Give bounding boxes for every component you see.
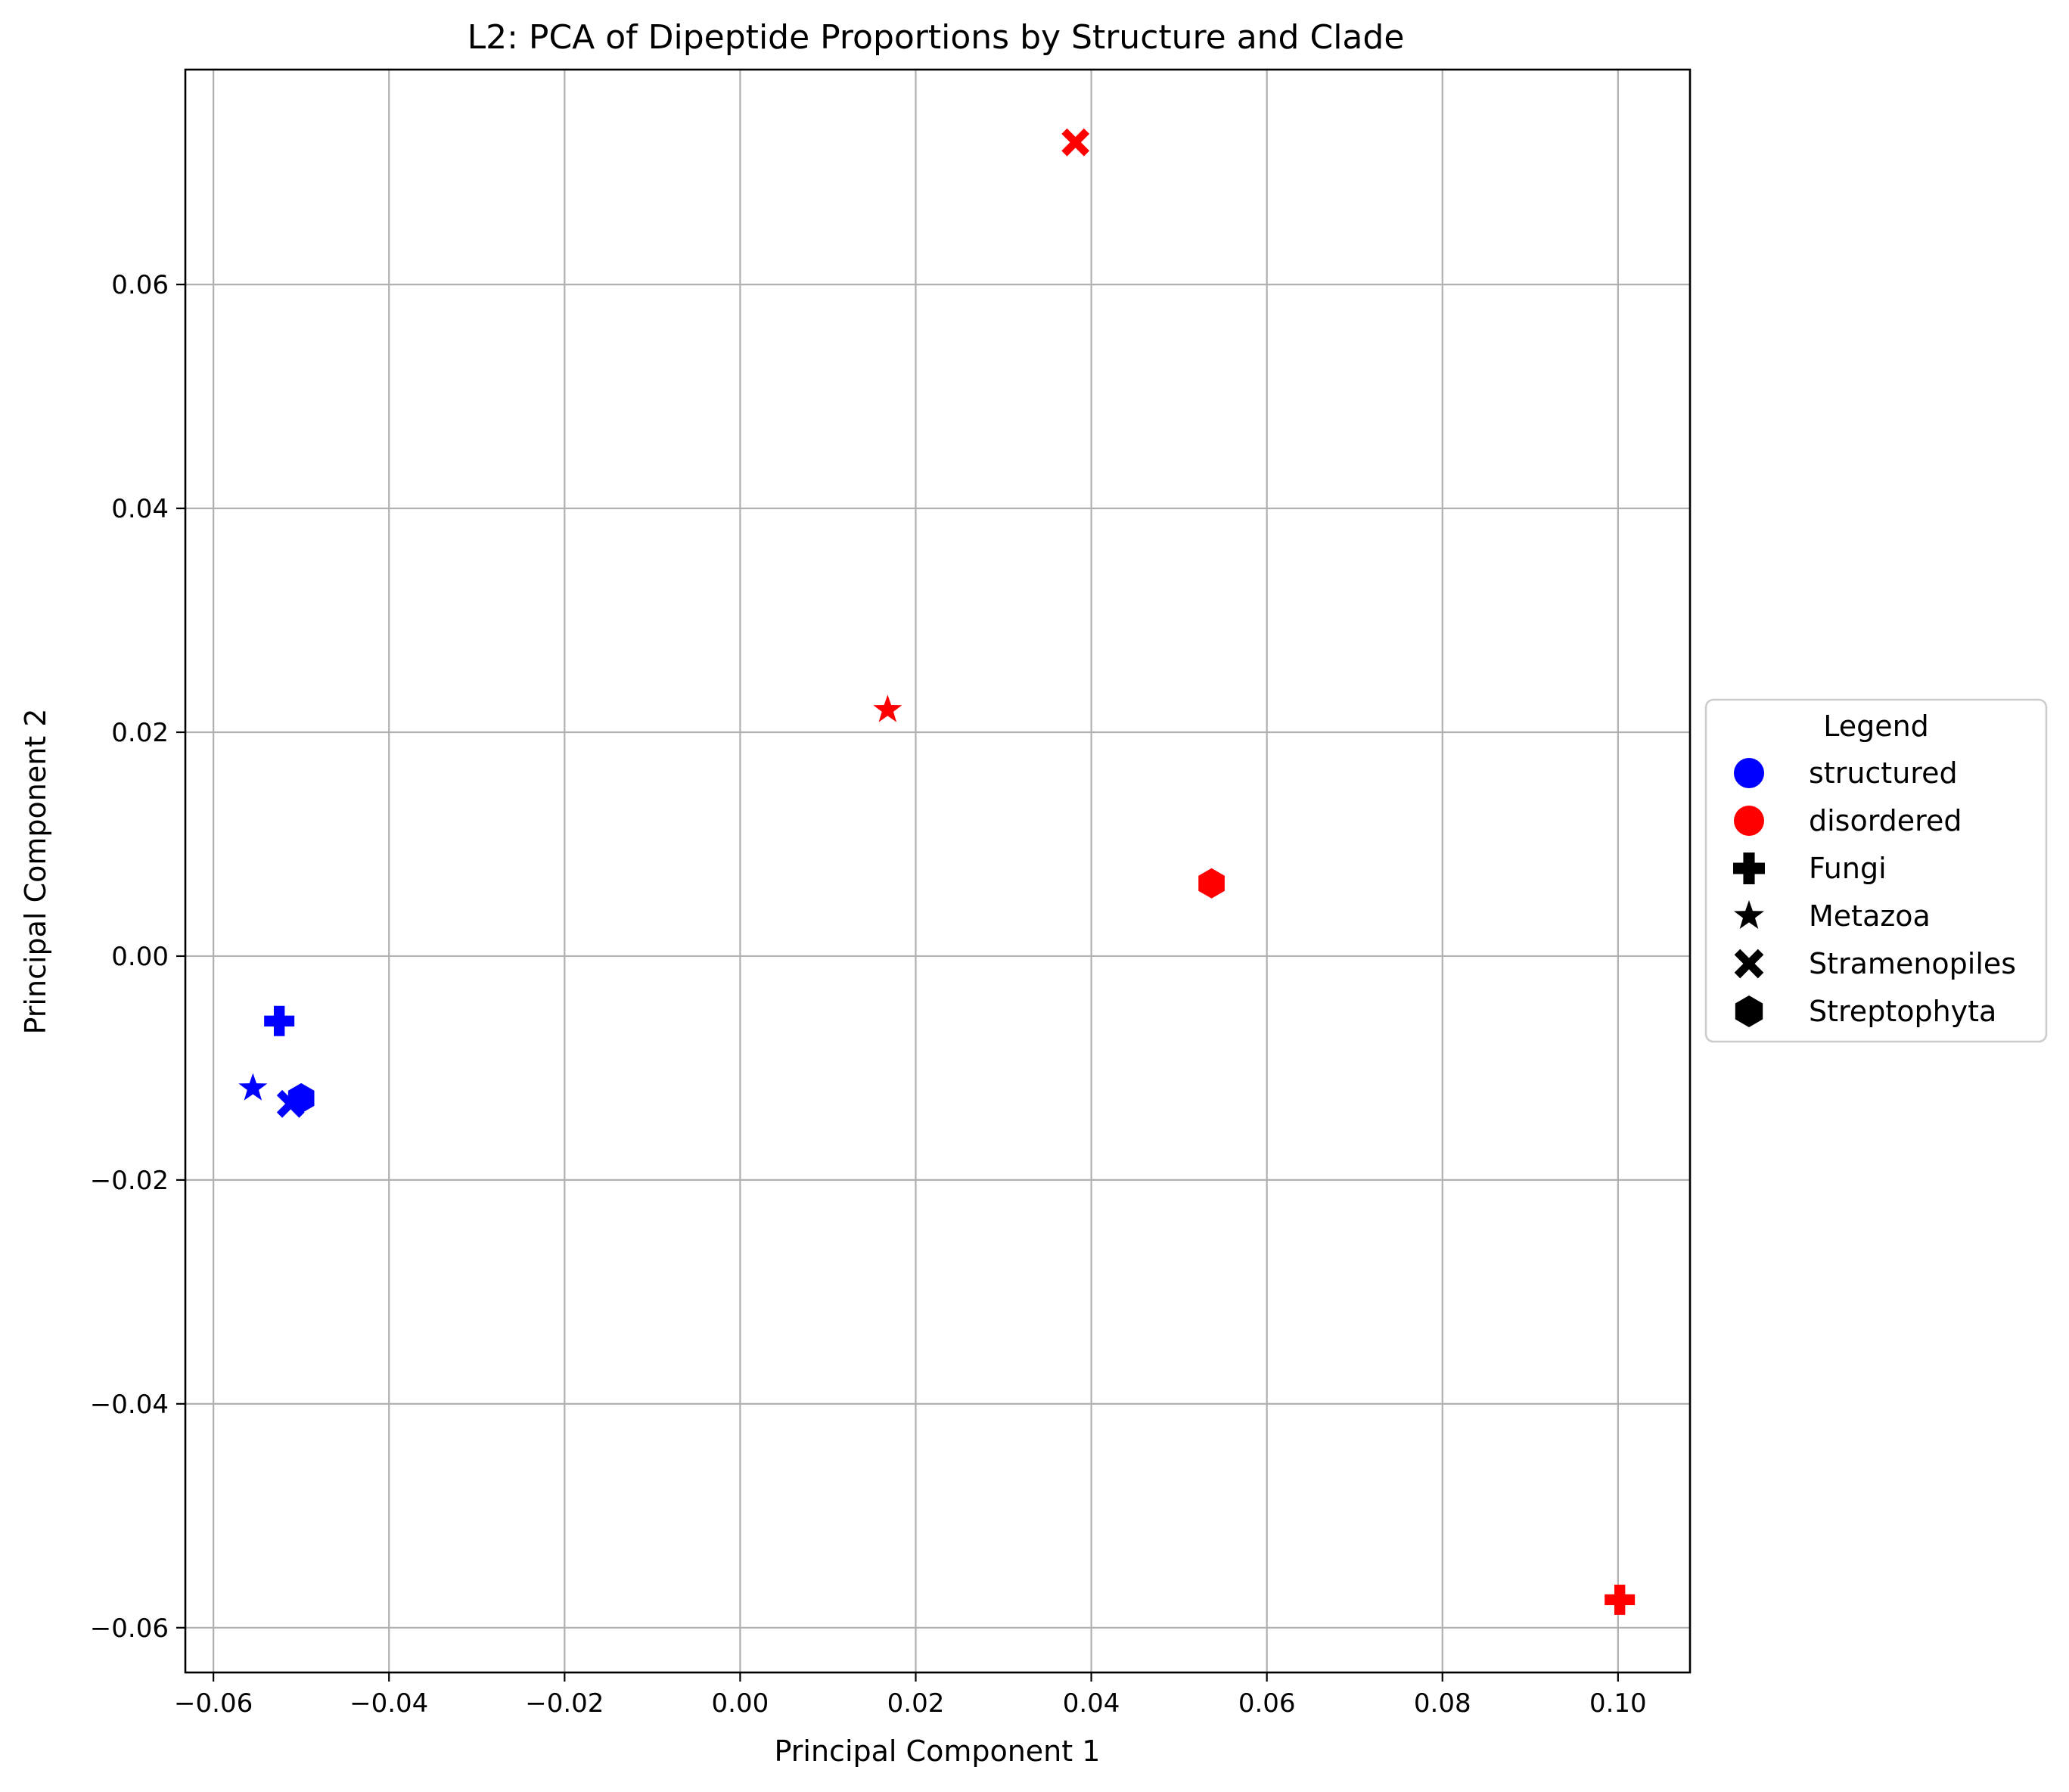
- grid-lines: [185, 70, 1690, 1672]
- legend-marker-stramenopiles: [1734, 949, 1764, 979]
- legend-marker-streptophyta: [1735, 995, 1763, 1027]
- x-tick-label: 0.02: [887, 1688, 945, 1719]
- legend-label-structured: structured: [1809, 756, 1958, 790]
- legend-title: Legend: [1823, 710, 1929, 743]
- data-point-structured-metazoa: [238, 1073, 268, 1101]
- y-tick-label: 0.02: [111, 718, 169, 748]
- data-point-disordered-metazoa: [873, 694, 902, 722]
- x-tick-label: 0.04: [1063, 1688, 1120, 1719]
- legend-marker-metazoa: [1734, 900, 1764, 929]
- y-tick-label: −0.06: [90, 1613, 169, 1644]
- y-tick-label: 0.00: [111, 942, 169, 972]
- data-points: [238, 128, 1636, 1615]
- y-tick-label: 0.06: [111, 270, 169, 300]
- legend-label-disordered: disordered: [1809, 804, 1962, 837]
- legend-label-streptophyta: Streptophyta: [1809, 995, 1996, 1028]
- x-tick-label: −0.04: [349, 1688, 428, 1719]
- legend-label-metazoa: Metazoa: [1809, 899, 1931, 933]
- legend-marker-disordered: [1734, 806, 1764, 836]
- y-tick-label: −0.02: [90, 1166, 169, 1196]
- data-point-disordered-stramenopiles: [1061, 128, 1090, 157]
- y-tick-label: 0.04: [111, 494, 169, 524]
- y-axis-ticks: −0.06 −0.04 −0.02 0.00 0.02 0.04 0.06: [90, 270, 185, 1644]
- y-tick-label: −0.04: [90, 1390, 169, 1420]
- x-tick-label: 0.08: [1414, 1688, 1471, 1719]
- plot-frame: [184, 68, 1692, 1674]
- legend-entries: structured disordered Fungi Metazoa Strameno…: [1733, 756, 2016, 1028]
- x-axis-ticks: −0.06 −0.04 −0.02 0.00 0.02 0.04 0.06 0.08 0.10: [174, 1672, 1647, 1719]
- x-tick-label: −0.06: [174, 1688, 253, 1719]
- x-tick-label: 0.06: [1238, 1688, 1296, 1719]
- legend-marker-structured: [1734, 758, 1764, 788]
- x-tick-label: −0.02: [525, 1688, 604, 1719]
- data-point-structured-fungi: [264, 1005, 295, 1036]
- legend-marker-fungi: [1733, 853, 1765, 884]
- y-axis-label: Principal Component 2: [19, 709, 52, 1035]
- legend-label-fungi: Fungi: [1809, 852, 1887, 885]
- x-tick-label: 0.00: [712, 1688, 769, 1719]
- data-point-structured-streptophyta: [287, 1082, 315, 1113]
- x-tick-label: 0.10: [1589, 1688, 1647, 1719]
- x-axis-label: Principal Component 1: [775, 1735, 1101, 1768]
- data-point-disordered-streptophyta: [1198, 868, 1225, 899]
- legend-box: [1704, 698, 2048, 1043]
- legend-label-stramenopiles: Stramenopiles: [1809, 947, 2016, 980]
- legend: Legend structured disordered Fungi Metazoa S…: [1704, 698, 2048, 1043]
- data-point-disordered-fungi: [1605, 1584, 1636, 1615]
- chart-title: L2: PCA of Dipeptide Proportions by Stru…: [468, 18, 1405, 57]
